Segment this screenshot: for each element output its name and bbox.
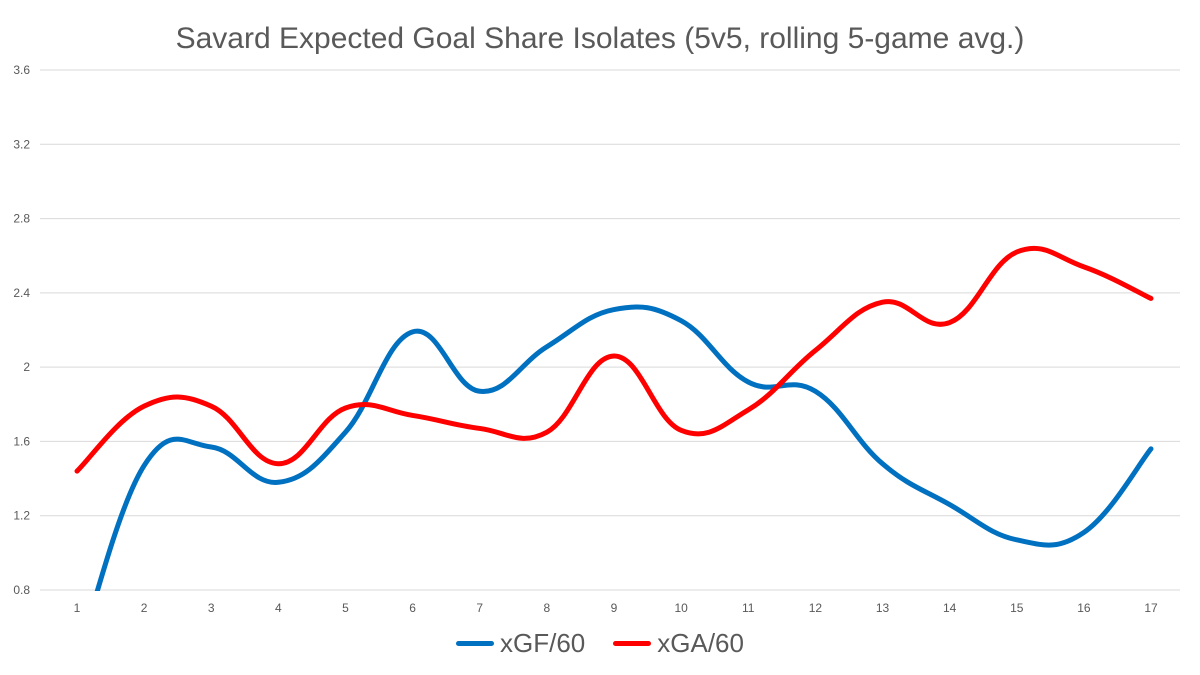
gridlines [40,69,1180,591]
legend: xGF/60 xGA/60 [0,628,1200,659]
legend-swatch-xga [613,641,652,646]
x-tick-label: 17 [1144,601,1158,615]
x-tick-label: 13 [876,601,890,615]
legend-label-xgf: xGF/60 [500,628,586,658]
series-lines [74,245,1154,591]
x-tick-label: 8 [544,601,551,615]
x-tick-label: 4 [275,601,282,615]
legend-item-xgf: xGF/60 [456,628,585,659]
x-tick-label: 2 [141,601,148,615]
x-tick-label: 10 [674,601,688,615]
y-tick-label: 0.8 [13,583,30,597]
x-tick-label: 16 [1077,601,1091,615]
x-tick-label: 12 [809,601,823,615]
legend-item-xga: xGA/60 [613,628,744,659]
x-tick-label: 7 [476,601,483,615]
y-tick-label: 2.8 [13,212,30,226]
y-tick-label: 2.4 [13,286,30,300]
y-tick-label: 1.6 [13,434,30,448]
x-tick-label: 11 [742,601,755,615]
y-tick-label: 2 [23,360,30,374]
y-axis-ticks: 0.8 1.2 1.6 2 2.4 2.8 3.2 3.6 [13,63,30,597]
series-line-xga-60 [74,245,1154,474]
series-line-xgf-60 [94,304,1154,591]
chart-title: Savard Expected Goal Share Isolates (5v5… [175,22,1025,55]
x-tick-label: 9 [611,601,618,615]
x-axis-ticks: 1 2 3 4 5 6 7 8 9 10 11 12 13 14 15 16 17 [74,601,1158,615]
y-tick-label: 1.2 [13,509,30,523]
legend-label-xga: xGA/60 [657,628,744,658]
x-tick-label: 14 [943,601,957,615]
x-tick-label: 5 [342,601,349,615]
x-tick-label: 3 [208,601,215,615]
x-tick-label: 1 [74,601,81,615]
legend-swatch-xgf [456,641,495,646]
x-tick-label: 15 [1010,601,1024,615]
y-tick-label: 3.2 [13,137,30,151]
x-tick-label: 6 [409,601,416,615]
y-tick-label: 3.6 [13,63,30,77]
